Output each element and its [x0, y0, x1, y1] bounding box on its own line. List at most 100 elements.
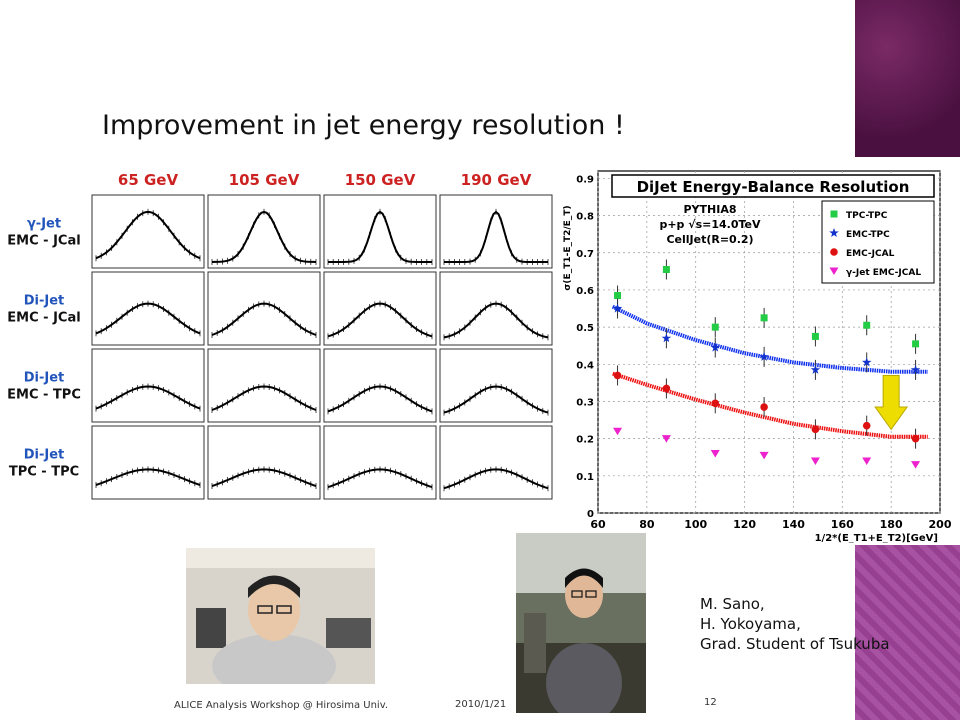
- panel-frame-0-3: [439, 194, 553, 269]
- data-point-0-2: [711, 323, 719, 331]
- legend-box: [821, 200, 935, 284]
- data-point-1-3: [759, 351, 769, 361]
- chart-annotation-0: PYTHIA8: [684, 203, 737, 216]
- slide-title: Improvement in jet energy resolution !: [102, 110, 625, 141]
- credit-line-3: Grad. Student of Tsukuba: [700, 635, 890, 653]
- y-tick-label-3: 0.3: [576, 397, 594, 408]
- data-point-1-5: [862, 357, 872, 367]
- data-point-0-5: [863, 321, 871, 329]
- panel-frame-0-1: [207, 194, 321, 269]
- page-number: 12: [704, 697, 717, 708]
- panel-frame-1-2: [323, 271, 437, 346]
- data-point-0-0: [614, 292, 622, 300]
- y-tick-label-9: 0.9: [576, 174, 594, 185]
- data-point-0-3: [760, 314, 768, 322]
- distribution-grid-figure: 65 GeV 105 GeV 150 GeV 190 GeV γ-Jet EMC - JC…: [0, 163, 555, 515]
- chart-annotation-2: CellJet(R=0.2): [666, 233, 753, 246]
- legend-label-2: EMC-JCAL: [846, 249, 895, 259]
- panel-fit-0-0: [95, 210, 201, 260]
- data-point-2-5: [862, 421, 871, 430]
- photo-student-2: [516, 533, 646, 720]
- row-label-0-line1: γ-Jet: [27, 217, 61, 232]
- legend-marker-0: [830, 210, 838, 218]
- y-tick-label-4: 0.4: [576, 360, 594, 371]
- data-point-3-0: [613, 427, 623, 436]
- data-point-3-5: [862, 457, 872, 465]
- y-tick-label-5: 0.5: [576, 323, 594, 334]
- x-tick-label-5: 160: [831, 518, 854, 531]
- data-point-2-3: [760, 403, 768, 411]
- x-tick-label-2: 100: [684, 518, 707, 531]
- data-point-0-4: [811, 332, 819, 340]
- panel-fit-2-2: [327, 385, 433, 413]
- panel-frame-3-3: [439, 425, 553, 500]
- data-point-1-1: [661, 333, 672, 343]
- data-point-2-6: [911, 434, 920, 443]
- legend-marker-2: [830, 248, 838, 256]
- energy-label-1: 105 GeV: [229, 171, 300, 189]
- row-label-2-line2: EMC - TPC: [7, 388, 81, 403]
- x-axis-label: 1/2*(E_T1+E_T2)[GeV]: [815, 533, 938, 543]
- data-point-1-2: [710, 342, 720, 352]
- row-label-1-line1: Di-Jet: [24, 294, 65, 309]
- chart-title: DiJet Energy-Balance Resolution: [637, 178, 910, 196]
- panel-frame-3-2: [323, 425, 437, 500]
- legend-label-0: TPC-TPC: [846, 211, 888, 221]
- chart-title-box: [611, 174, 935, 198]
- data-point-3-3: [759, 451, 769, 460]
- row-label-2-line1: Di-Jet: [24, 371, 65, 386]
- data-point-1-4: [810, 364, 821, 374]
- panel-frame-3-1: [207, 425, 321, 500]
- data-point-1-0: [612, 303, 623, 313]
- data-point-2-4: [811, 425, 820, 434]
- panel-frame-1-1: [207, 271, 321, 346]
- panel-fit-0-2: [328, 210, 432, 263]
- panel-fit-0-3: [444, 210, 548, 263]
- data-point-2-2: [711, 399, 720, 408]
- x-tick-label-4: 140: [782, 518, 805, 531]
- x-tick-label-7: 200: [929, 518, 952, 531]
- y-tick-label-7: 0.7: [576, 249, 594, 260]
- data-point-3-6: [911, 461, 921, 469]
- data-point-1-6: [910, 364, 921, 374]
- panel-fit-2-0: [95, 385, 201, 410]
- panel-fit-3-0: [95, 468, 201, 486]
- panel-frame-1-0: [91, 271, 205, 346]
- y-tick-label-0: 0: [587, 509, 594, 520]
- energy-label-0: 65 GeV: [118, 171, 179, 189]
- credit-line-1: M. Sano,: [700, 595, 765, 613]
- panel-fit-2-1: [211, 385, 317, 411]
- row-label-3-line2: TPC - TPC: [9, 465, 79, 480]
- panel-frame-3-0: [91, 425, 205, 500]
- improvement-arrow: [874, 374, 909, 431]
- panel-fit-3-1: [211, 468, 317, 487]
- panel-frame-0-0: [91, 194, 205, 269]
- data-point-0-1: [662, 266, 670, 274]
- energy-label-3: 190 GeV: [461, 171, 532, 189]
- x-tick-label-1: 80: [639, 518, 655, 531]
- row-label-1-line2: EMC - JCal: [7, 311, 80, 326]
- legend-marker-3: [829, 267, 839, 275]
- panel-fit-3-3: [443, 468, 549, 490]
- row-label-0-line2: EMC - JCal: [7, 234, 80, 249]
- resolution-chart: 60 80 100 120 140 160 180 200 0 0.1 0.2 0.3 0.4 0.5 0.…: [560, 163, 955, 543]
- y-axis-label: σ(E_T1-E_T2/E_T): [563, 205, 573, 290]
- credits: M. Sano, H. Yokoyama, Grad. Student of T…: [700, 594, 890, 654]
- y-tick-label-2: 0.2: [576, 435, 594, 446]
- data-point-3-1: [661, 435, 671, 443]
- energy-label-2: 150 GeV: [345, 171, 416, 189]
- footer-date: 2010/1/21: [455, 699, 507, 710]
- decorative-corner-top: [855, 0, 960, 157]
- legend-marker-1: [829, 228, 839, 237]
- y-tick-label-8: 0.8: [576, 212, 594, 223]
- legend-label-3: γ-Jet EMC-JCAL: [846, 268, 921, 278]
- fit-curve-1: [612, 371, 928, 439]
- data-point-2-1: [662, 384, 671, 393]
- y-tick-label-1: 0.1: [576, 472, 594, 483]
- credit-line-2: H. Yokoyama,: [700, 615, 801, 633]
- panel-fit-0-1: [211, 210, 317, 263]
- panel-fit-3-2: [327, 468, 433, 489]
- x-tick-label-6: 180: [880, 518, 903, 531]
- y-tick-label-6: 0.6: [576, 286, 594, 297]
- panel-fit-1-0: [95, 302, 201, 335]
